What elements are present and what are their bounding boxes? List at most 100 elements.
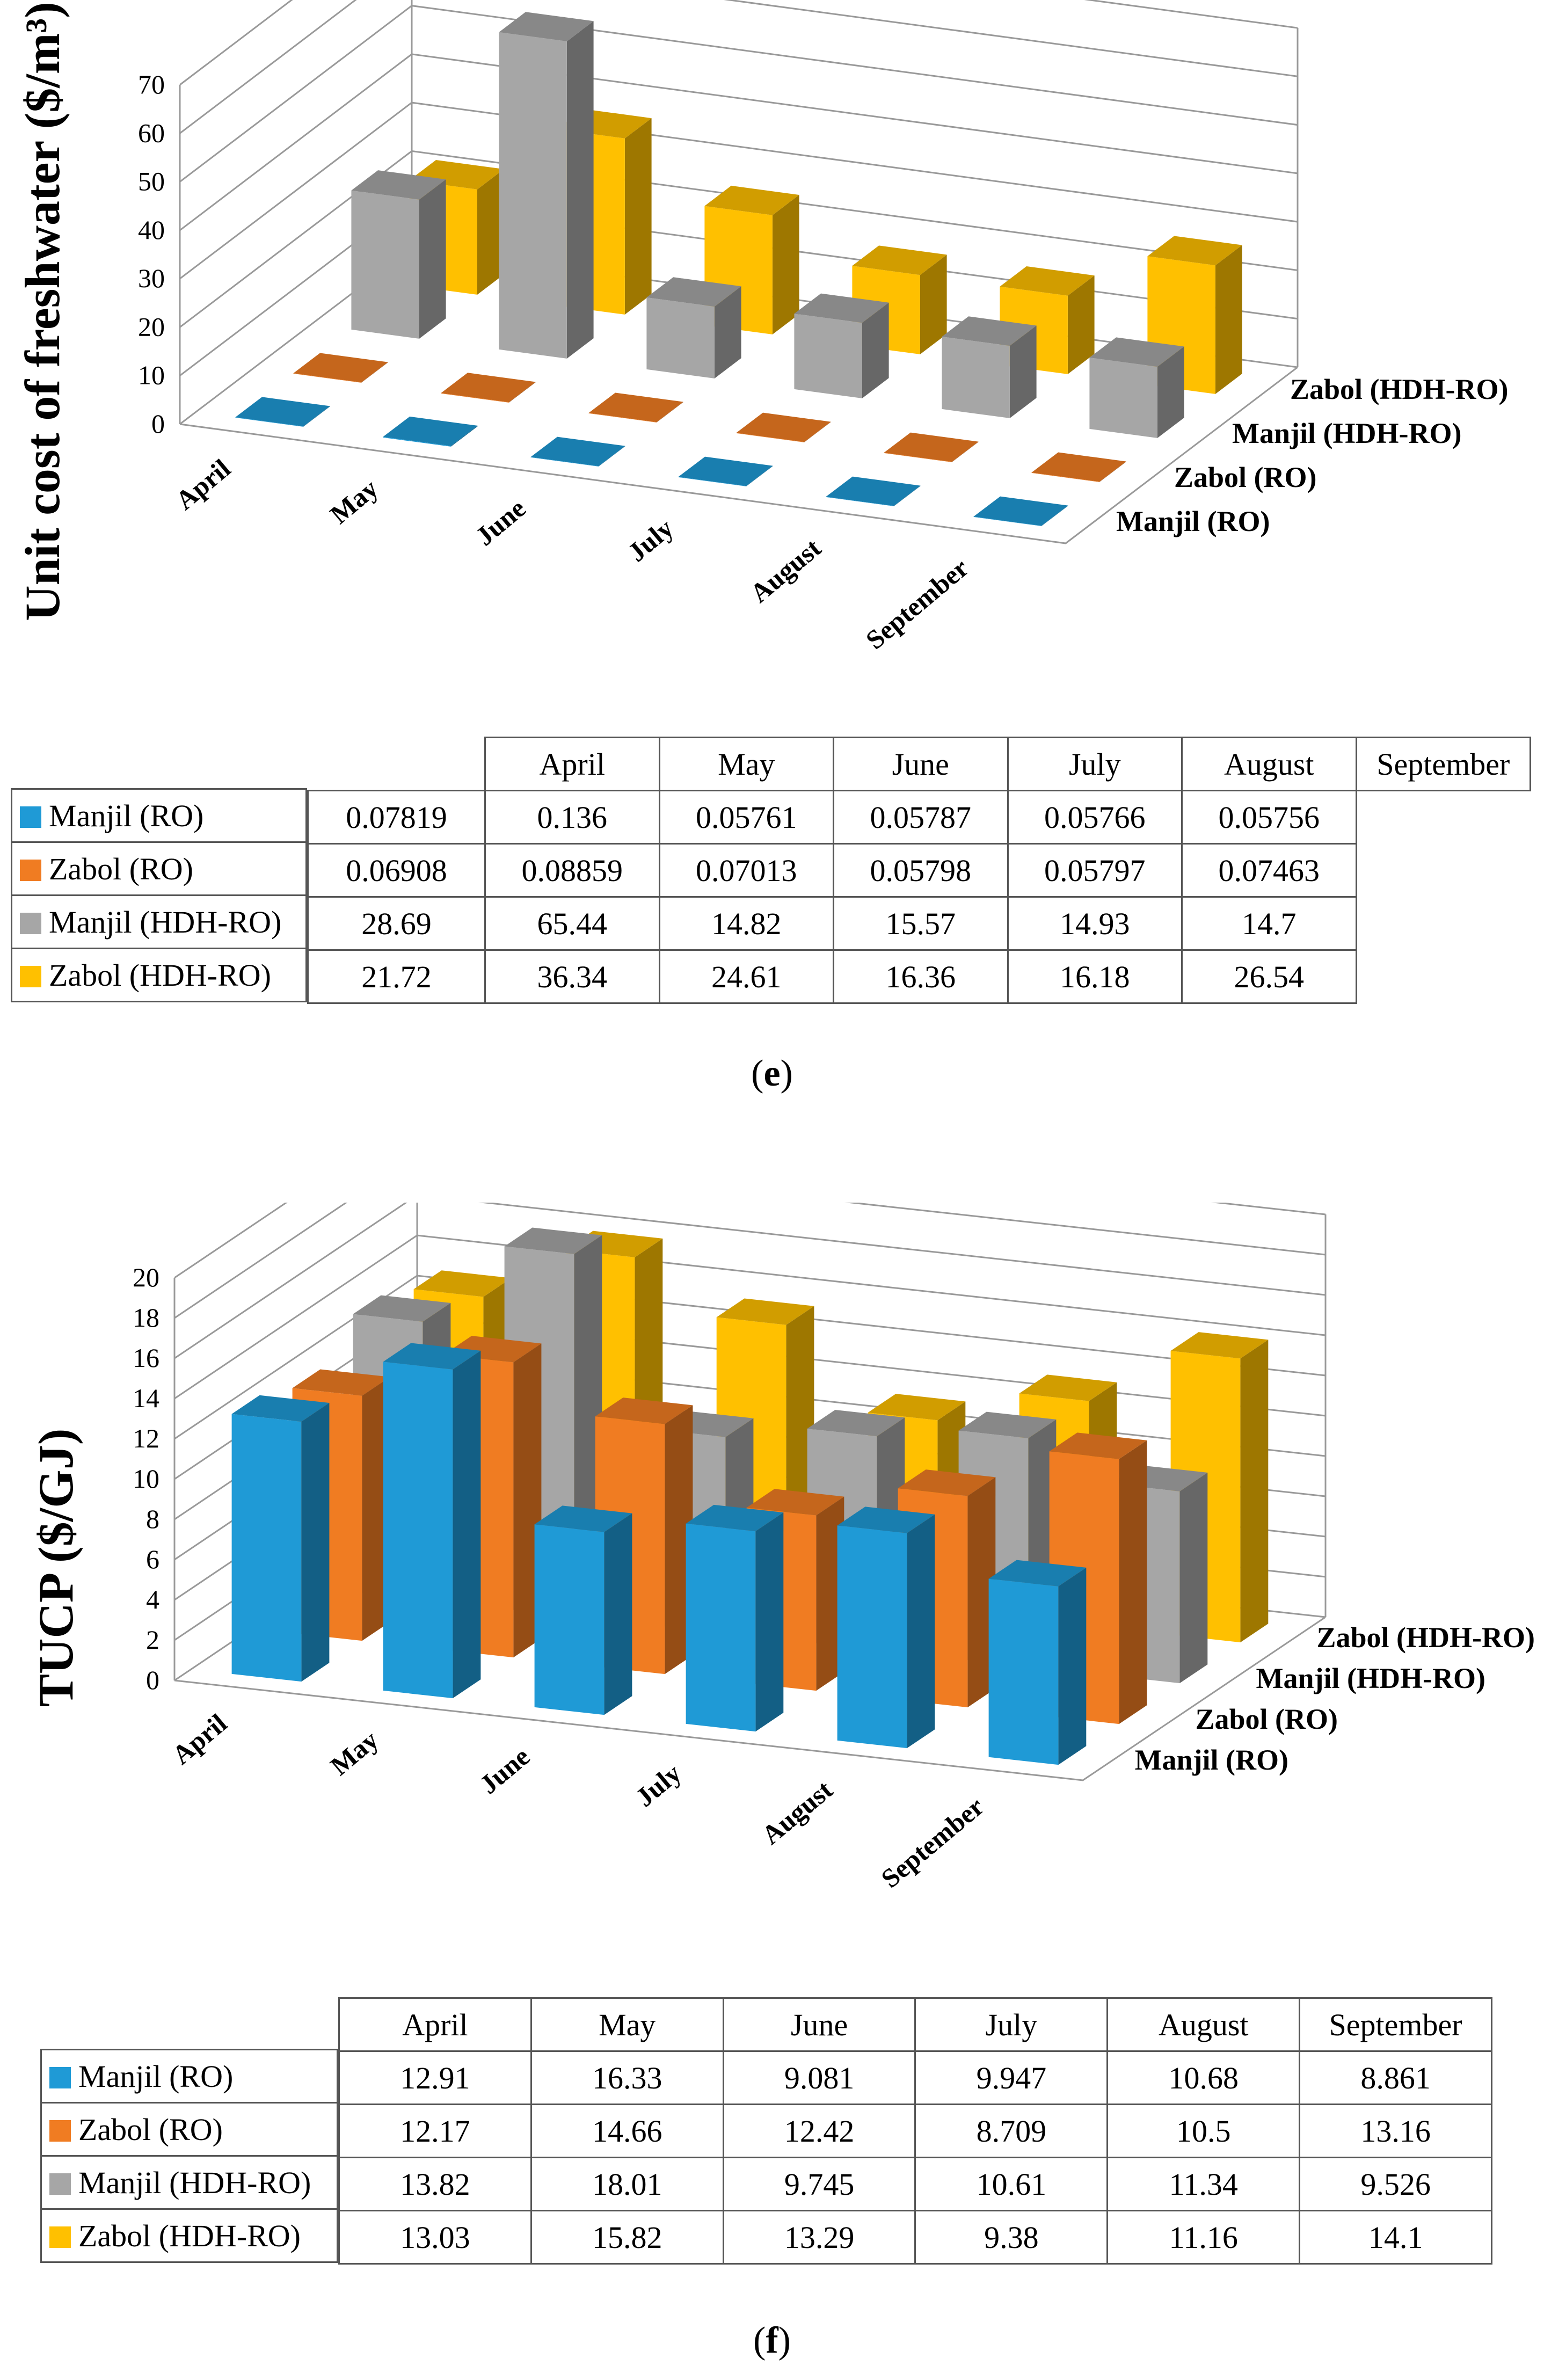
bar-manjil-hdh-ro--september <box>1089 337 1184 438</box>
bar-top-face <box>1019 1374 1117 1401</box>
table-cell: 0.05761 <box>658 790 834 845</box>
bar-side-face <box>477 169 504 295</box>
bar-front-face <box>826 497 894 506</box>
table-cell: 16.18 <box>1007 949 1183 1004</box>
caption-e: (e) <box>751 1053 793 1094</box>
y-tick-label: 60 <box>138 118 165 148</box>
table-header-cell: July <box>1007 737 1183 791</box>
bar-front-face <box>678 477 746 486</box>
table-cell: 0.07819 <box>307 790 486 845</box>
bar-manjil-hdh-ro--april <box>351 170 446 339</box>
bar-front-face <box>646 297 715 379</box>
bar-front-face <box>588 413 657 423</box>
bar-side-face <box>453 1350 481 1699</box>
bar-top-face <box>1049 1432 1147 1459</box>
category-label: May <box>324 473 383 529</box>
bar-zabol-ro--july <box>736 412 831 442</box>
category-label: April <box>170 453 236 515</box>
legend-swatch <box>20 912 41 934</box>
bar-top-face <box>1089 337 1184 367</box>
table-cell: 11.16 <box>1106 2210 1301 2265</box>
bar-manjil-ro--june <box>534 1505 632 1715</box>
y-axis-label: Unit cost of freshwater ($/m³) <box>15 2 70 621</box>
bar-manjil-ro--july <box>686 1504 784 1732</box>
chart-e-plot: 0 10 20 30 40 50 60 70 Unit cost of freshwater (… <box>15 0 1509 655</box>
bar-front-face <box>534 1524 605 1715</box>
bar-top-face <box>988 1560 1087 1586</box>
bar-top-face <box>293 353 388 383</box>
table-header-cell: July <box>914 1997 1109 2052</box>
bar-front-face <box>837 1525 907 1749</box>
y-tick-label: 10 <box>133 1464 159 1494</box>
gridlines <box>179 0 1299 544</box>
bar-zabol-ro--june <box>588 392 683 423</box>
bar-front-face <box>383 1362 453 1699</box>
category-label: June <box>474 1741 535 1800</box>
series-name-cell: Zabol (RO) <box>40 2102 338 2157</box>
bar-front-face <box>293 373 361 383</box>
bar-zabol-ro--august <box>884 432 979 462</box>
y-tick-label: 10 <box>138 360 165 390</box>
table-header-cell: August <box>1181 737 1357 791</box>
series-label: Zabol (RO) <box>1174 461 1317 493</box>
category-label: June <box>470 493 531 551</box>
table-row: 0.06908 0.08859 0.07013 0.05798 0.05797 0.074… <box>307 843 1531 898</box>
bar-top-face <box>973 496 1068 526</box>
table-row-label: Zabol (HDH-RO) <box>40 2208 338 2263</box>
table-cell: 12.91 <box>338 2050 532 2105</box>
table-cell: 0.05787 <box>833 790 1009 845</box>
table-header-cell: June <box>833 737 1009 791</box>
series-name: Manjil (RO) <box>49 798 204 833</box>
bar-manjil-ro--july <box>678 456 773 486</box>
table-row: 12.91 16.33 9.081 9.947 10.68 8.861 <box>338 2050 1492 2105</box>
table-cell: 9.745 <box>722 2157 916 2211</box>
bar-top-face <box>646 277 741 307</box>
category-label: August <box>744 533 826 608</box>
table-cell: 11.34 <box>1106 2157 1301 2211</box>
bar-side-face <box>508 382 536 403</box>
bar-top-face <box>534 1505 632 1532</box>
table-cell: 15.57 <box>833 896 1009 951</box>
series-label: Manjil (RO) <box>1135 1744 1288 1776</box>
series-label: Zabol (HDH-RO) <box>1290 373 1509 405</box>
y-tick-label: 70 <box>138 69 165 99</box>
data-table-f: April May June July August September 12.… <box>338 1997 1492 2265</box>
bar-manjil-ro--april <box>235 397 330 427</box>
legend-swatch <box>20 806 41 828</box>
series-name-cell: Manjil (RO) <box>11 788 307 843</box>
table-cell: 16.36 <box>833 949 1009 1004</box>
bar-side-face <box>967 1477 996 1708</box>
table-cell: 10.5 <box>1106 2104 1301 2158</box>
series-name-cell: Manjil (HDH-RO) <box>11 894 307 949</box>
table-cell: 18.01 <box>530 2157 724 2211</box>
bar-front-face <box>351 190 419 339</box>
series-name: Zabol (RO) <box>49 851 193 886</box>
bar-top-face <box>1000 266 1095 296</box>
bar-side-face <box>604 1513 632 1715</box>
series-name: Manjil (RO) <box>78 2058 234 2094</box>
bar-manjil-hdh-ro--may <box>499 12 594 359</box>
table-cell: 9.081 <box>722 2050 916 2105</box>
table-cell: 28.69 <box>307 896 486 951</box>
table-cell: 10.68 <box>1106 2050 1301 2105</box>
bar-top-face <box>231 1395 330 1422</box>
bar-top-face <box>868 1394 966 1421</box>
table-row-label: Manjil (RO) <box>11 788 307 843</box>
table-cell: 0.05798 <box>833 843 1009 898</box>
y-tick-labels: 0 2 4 6 8 10 12 14 16 18 20 <box>133 1262 159 1695</box>
bar-top-face <box>1031 452 1126 482</box>
table-header-row: April May June July August September <box>338 1997 1492 2052</box>
bar-top-face <box>1147 236 1242 266</box>
table-cell: 0.07463 <box>1181 843 1357 898</box>
series-label: Manjil (HDH-RO) <box>1256 1662 1485 1694</box>
series-name-cell: Manjil (HDH-RO) <box>40 2155 338 2210</box>
table-row: 0.07819 0.136 0.05761 0.05787 0.05766 0.05756 <box>307 790 1531 845</box>
data-table-e-labels: Manjil (RO) Zabol (RO) Manjil (HDH-RO) Zabo… <box>11 788 307 1002</box>
data-table-f-labels: Manjil (RO) Zabol (RO) Manjil (HDH-RO) Zabo… <box>40 2049 338 2263</box>
bar-top-face <box>837 1506 935 1533</box>
bar-front-face <box>686 1523 756 1732</box>
table-cell: 14.66 <box>530 2104 724 2158</box>
bar-side-face <box>1099 461 1126 482</box>
category-label: July <box>630 1758 687 1813</box>
gridline <box>179 0 1298 86</box>
